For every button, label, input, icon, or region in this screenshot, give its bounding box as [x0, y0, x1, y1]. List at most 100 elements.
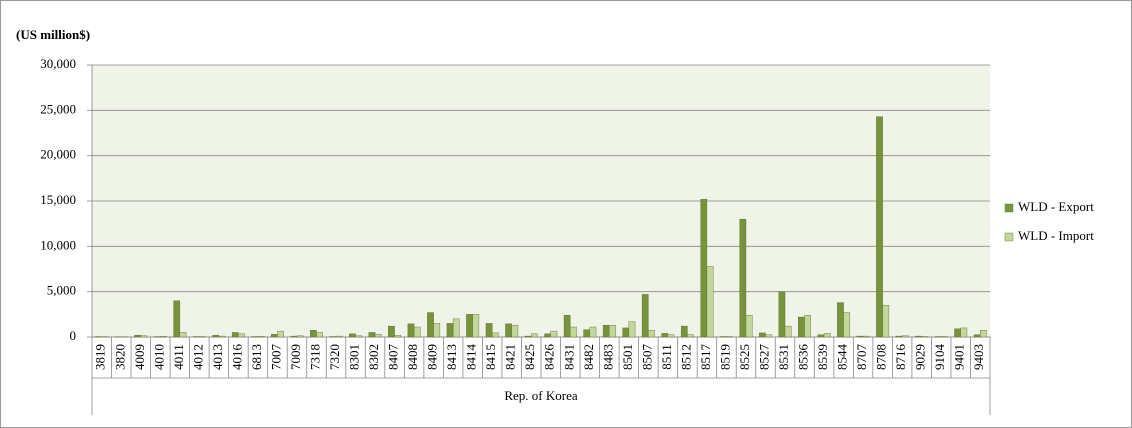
bar — [231, 332, 239, 338]
x-tick-label: 6813 — [249, 344, 264, 370]
chart-title: (US million$) — [16, 27, 90, 42]
bar — [798, 316, 805, 338]
bar — [973, 334, 981, 338]
bar — [472, 314, 480, 338]
bar — [960, 327, 968, 338]
bar — [296, 335, 304, 338]
bar — [290, 335, 298, 338]
x-tick-label: 8409 — [425, 344, 440, 370]
x-tick-label: 8512 — [678, 344, 693, 370]
x-tick-label: 8544 — [835, 344, 850, 371]
bar — [641, 294, 649, 338]
bar — [140, 335, 148, 338]
x-tick-label: 4012 — [190, 344, 205, 370]
y-tick-label: 0 — [70, 328, 77, 343]
bar — [563, 315, 571, 338]
bar — [915, 335, 922, 338]
x-tick-label: 4016 — [229, 344, 244, 371]
x-tick-label: 8302 — [366, 344, 381, 370]
bar — [882, 305, 890, 338]
bar — [238, 333, 245, 338]
bar — [485, 323, 493, 338]
bar — [433, 323, 441, 338]
bar — [427, 312, 434, 338]
bar — [856, 335, 864, 338]
bar — [173, 300, 181, 338]
bar — [466, 314, 473, 338]
y-tick-label: 30,000 — [40, 56, 76, 71]
bar — [349, 333, 356, 338]
x-tick-label: 8482 — [581, 344, 596, 370]
bar — [876, 116, 883, 338]
bar — [804, 315, 811, 338]
bar — [550, 330, 558, 338]
bar — [407, 323, 415, 338]
bar — [452, 318, 460, 338]
x-tick-label: 8425 — [522, 344, 537, 370]
y-tick-label: 10,000 — [40, 237, 76, 252]
bar — [778, 291, 786, 338]
bar — [667, 334, 675, 338]
x-tick-label: 8414 — [464, 344, 479, 371]
bar — [837, 302, 844, 338]
bar — [212, 334, 220, 338]
bar — [745, 315, 753, 338]
x-tick-label: 4009 — [132, 344, 147, 370]
y-tick-label: 15,000 — [40, 192, 76, 207]
bar — [980, 330, 987, 338]
x-tick-label: 8415 — [483, 344, 498, 370]
bar — [570, 326, 577, 338]
y-tick-label: 25,000 — [40, 101, 76, 116]
bar — [511, 325, 519, 338]
legend-swatch — [1004, 232, 1014, 242]
bar — [739, 218, 747, 338]
x-tick-label: 8517 — [698, 344, 713, 371]
bar — [901, 335, 909, 338]
bar — [524, 335, 532, 338]
y-tick-label: 20,000 — [40, 147, 76, 162]
bar — [680, 325, 688, 338]
bar — [179, 332, 187, 338]
bar — [602, 325, 610, 338]
x-tick-label: 3819 — [93, 344, 108, 370]
bar — [862, 335, 870, 338]
x-tick-label: 8507 — [639, 344, 654, 371]
bar — [355, 335, 362, 338]
bar — [700, 198, 708, 338]
x-tick-label: 4011 — [171, 344, 186, 370]
bar — [277, 330, 284, 338]
x-tick-label: 7009 — [288, 344, 303, 370]
x-tick-label: 8408 — [405, 344, 420, 370]
legend-label: WLD - Export — [1018, 199, 1094, 214]
bar — [531, 333, 538, 338]
bar — [759, 332, 766, 338]
bar — [706, 266, 714, 338]
bar — [843, 312, 851, 338]
x-tick-label: 8301 — [347, 344, 362, 370]
bar — [316, 332, 323, 338]
bar — [765, 334, 772, 338]
y-tick-label: 5,000 — [47, 283, 76, 298]
x-tick-label: 8426 — [542, 344, 557, 371]
bar — [622, 327, 630, 338]
x-tick-label: 8525 — [737, 344, 752, 370]
x-tick-label: 8716 — [893, 344, 908, 371]
x-tick-label: 3820 — [112, 344, 127, 370]
x-tick-label: 7320 — [327, 344, 342, 370]
bar — [895, 335, 903, 338]
bar — [388, 325, 395, 338]
group-label: Rep. of Korea — [504, 388, 578, 403]
x-tick-label: 8707 — [854, 344, 869, 371]
bar — [394, 334, 402, 338]
bar — [257, 336, 265, 338]
bar — [661, 333, 669, 338]
x-tick-label: 8413 — [444, 344, 459, 370]
bar — [609, 325, 616, 338]
bar — [648, 330, 655, 338]
bar — [218, 335, 226, 338]
bar — [954, 328, 961, 338]
bar — [505, 323, 512, 338]
bar — [335, 335, 343, 338]
bar — [271, 334, 278, 338]
